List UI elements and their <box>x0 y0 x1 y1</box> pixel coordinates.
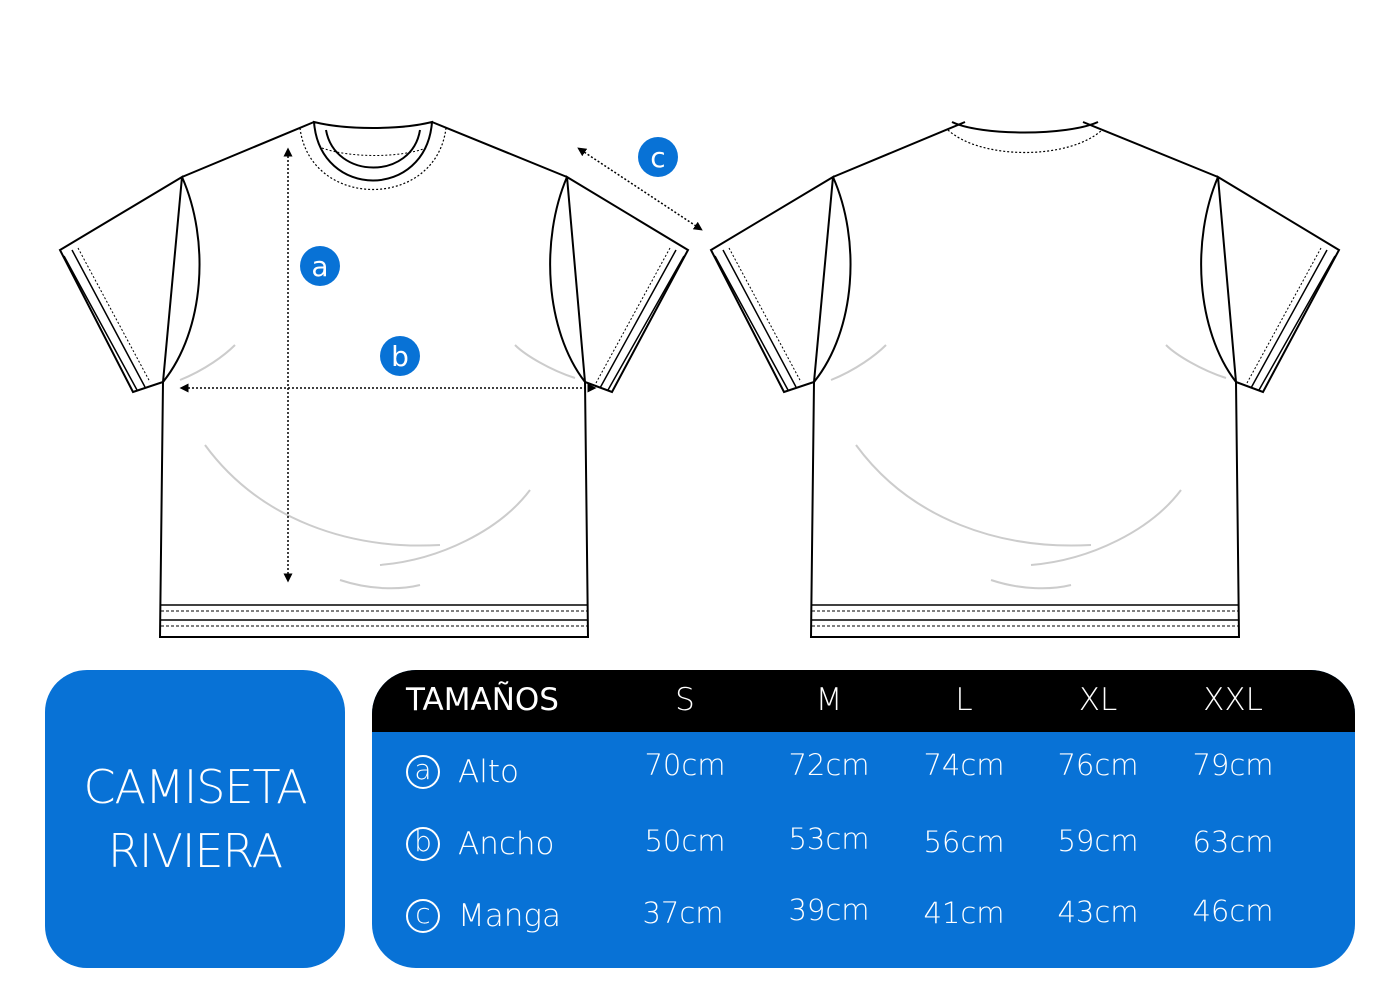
table-cell: 46cm <box>1192 894 1274 928</box>
marker-c-icon: c <box>406 899 440 933</box>
table-cell: 56cm <box>923 825 1005 859</box>
marker-b-icon: b <box>406 827 440 861</box>
product-title: CAMISETA RIVIERA <box>45 670 345 968</box>
table-cell: 74cm <box>923 748 1005 782</box>
table-cell: 76cm <box>1057 748 1139 782</box>
marker-b: b <box>380 336 420 376</box>
svg-text:c: c <box>650 141 665 174</box>
table-cell: 53cm <box>788 822 870 856</box>
table-cell: 70cm <box>644 748 726 782</box>
marker-a-icon: a <box>406 755 440 789</box>
table-cell: 79cm <box>1192 748 1274 782</box>
table-cell: 59cm <box>1057 824 1139 858</box>
table-cell: 63cm <box>1192 825 1274 859</box>
size-header: L <box>955 682 973 718</box>
table-cell: 72cm <box>788 748 870 782</box>
tshirt-diagram: a b c <box>59 120 1340 638</box>
table-header: TAMAÑOS S M L XL XXL <box>372 670 1355 732</box>
title-line-1: CAMISETA <box>83 760 307 814</box>
row-label: Ancho <box>458 826 555 862</box>
front-shirt: a b c <box>59 120 703 638</box>
measure-lines <box>179 147 703 583</box>
table-cell: 37cm <box>642 896 724 930</box>
size-header: M <box>815 682 843 718</box>
sizes-header-label: TAMAÑOS <box>406 682 559 718</box>
size-table: TAMAÑOS S M L XL XXL a Alto 70cm 72cm 74c… <box>372 670 1355 968</box>
back-shirt <box>710 121 1340 638</box>
table-cell: 41cm <box>923 896 1005 930</box>
table-cell: 50cm <box>644 824 726 858</box>
size-header: S <box>675 682 695 718</box>
svg-text:b: b <box>391 340 409 373</box>
table-cell: 39cm <box>788 893 870 927</box>
row-label: Alto <box>458 754 519 790</box>
row-label: Manga <box>458 898 561 934</box>
svg-text:a: a <box>311 250 328 283</box>
sleeve-arrow <box>577 147 703 231</box>
marker-a: a <box>300 246 340 286</box>
table-cell: 43cm <box>1057 895 1139 929</box>
title-line-2: RIVIERA <box>107 824 283 878</box>
size-header: XXL <box>1203 682 1263 718</box>
size-header: XL <box>1078 682 1118 718</box>
marker-c: c <box>638 137 678 177</box>
